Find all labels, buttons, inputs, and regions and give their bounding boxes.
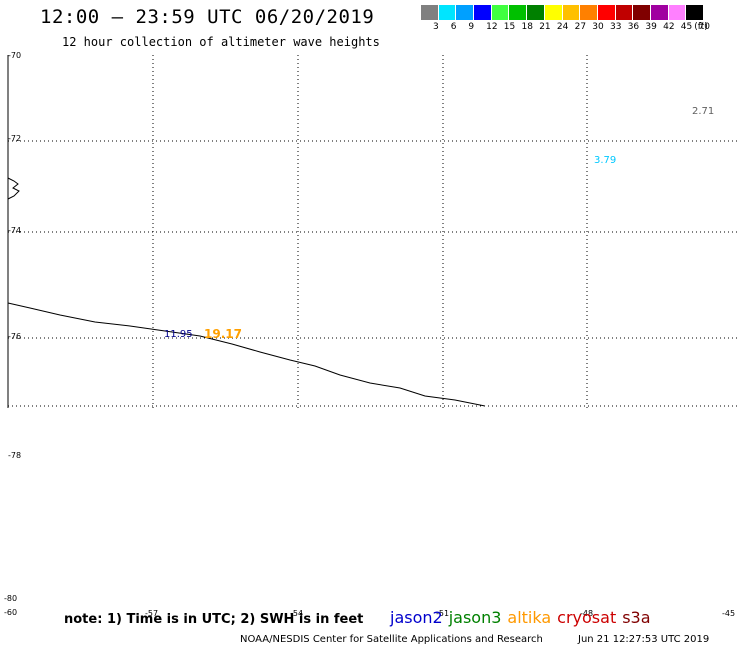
satellite-legend-item: altika xyxy=(507,608,552,627)
lon-label-45: -45 xyxy=(722,609,736,618)
lat-label-70: -70 xyxy=(8,51,22,60)
footer-credit: NOAA/NESDIS Center for Satellite Applica… xyxy=(240,634,543,645)
wave-height-colorbar xyxy=(421,5,704,20)
colorbar-tick-label: 30 xyxy=(592,22,604,32)
colorbar-cell xyxy=(650,5,669,20)
colorbar-cell xyxy=(474,5,492,20)
lon-label-54: -54 xyxy=(290,609,304,618)
colorbar-tick-label: 33 xyxy=(610,22,622,32)
lon-label-57: -57 xyxy=(145,609,159,618)
colorbar-tick-label: 27 xyxy=(574,22,587,32)
coastline xyxy=(7,302,486,407)
lat-label-80: -80 xyxy=(4,594,18,603)
colorbar-tick-label: 45 xyxy=(680,22,693,32)
colorbar-tick-label: 3 xyxy=(433,22,439,32)
island-outline xyxy=(7,177,20,200)
colorbar-cell xyxy=(668,5,687,20)
lat-label-74: -74 xyxy=(8,226,22,235)
wave-height-label: 2.71 xyxy=(692,106,715,117)
colorbar-cell xyxy=(562,5,581,20)
colorbar-cell xyxy=(527,5,545,20)
colorbar-tick-label: 21 xyxy=(539,22,551,32)
colorbar-cell xyxy=(597,5,616,20)
satellite-legend-item: s3a xyxy=(622,608,651,627)
colorbar-tick-label: 39 xyxy=(645,22,657,32)
satellite-legend-item: jason2 xyxy=(390,608,443,627)
colorbar-cell xyxy=(633,5,651,20)
colorbar-cell xyxy=(615,5,634,20)
lat-label-72: -72 xyxy=(8,134,22,143)
lat-label-78: -78 xyxy=(8,451,22,460)
wave-height-label: 11.95 xyxy=(164,329,193,340)
wave-height-label: 3.79 xyxy=(594,155,617,166)
colorbar-tick-label: 42 xyxy=(663,22,675,32)
wave-height-label: 19.17 xyxy=(204,327,242,341)
note-text: note: 1) Time is in UTC; 2) SWH is in fe… xyxy=(64,612,364,627)
colorbar-cell xyxy=(456,5,475,20)
lon-label-60: -60 xyxy=(4,608,18,617)
colorbar-tick-label: 15 xyxy=(503,22,516,32)
colorbar-cell xyxy=(686,5,704,20)
colorbar-cell xyxy=(509,5,528,20)
satellite-legend-item: cryosat xyxy=(557,608,617,627)
satellite-legend: jason2 jason3 altika cryosat s3a xyxy=(390,608,657,627)
map-frame xyxy=(7,55,740,408)
graticule xyxy=(8,55,740,408)
lat-label-76: -76 xyxy=(8,332,22,341)
colorbar-cell xyxy=(544,5,563,20)
footer-timestamp: Jun 21 12:27:53 UTC 2019 xyxy=(578,634,710,645)
colorbar-tick-label: 9 xyxy=(468,22,475,32)
colorbar-tick-label: 24 xyxy=(556,22,569,32)
colorbar-tick-label: 36 xyxy=(627,22,640,32)
colorbar-tick-labels: 3 6 9 12 15 18 21 24 27 30 33 36 39 42 45 70 (ft) xyxy=(421,22,736,34)
colorbar-tick-label: 6 xyxy=(450,22,457,32)
colorbar-cell xyxy=(438,5,457,20)
colorbar-cell xyxy=(580,5,598,20)
colorbar-cell xyxy=(491,5,510,20)
colorbar-unit-label: (ft) xyxy=(694,22,708,32)
satellite-legend-item: jason3 xyxy=(448,608,502,627)
colorbar-tick-label: 70 xyxy=(698,22,710,32)
map-title: 12:00 — 23:59 UTC 06/20/2019 xyxy=(40,6,375,28)
lon-label-48: -48 xyxy=(580,609,594,618)
colorbar-tick-label: 18 xyxy=(521,22,533,32)
colorbar-cell xyxy=(421,5,439,20)
colorbar-tick-label: 12 xyxy=(486,22,498,32)
map-subtitle: 12 hour collection of altimeter wave hei… xyxy=(62,35,380,49)
lon-label-51: -51 xyxy=(436,609,450,618)
